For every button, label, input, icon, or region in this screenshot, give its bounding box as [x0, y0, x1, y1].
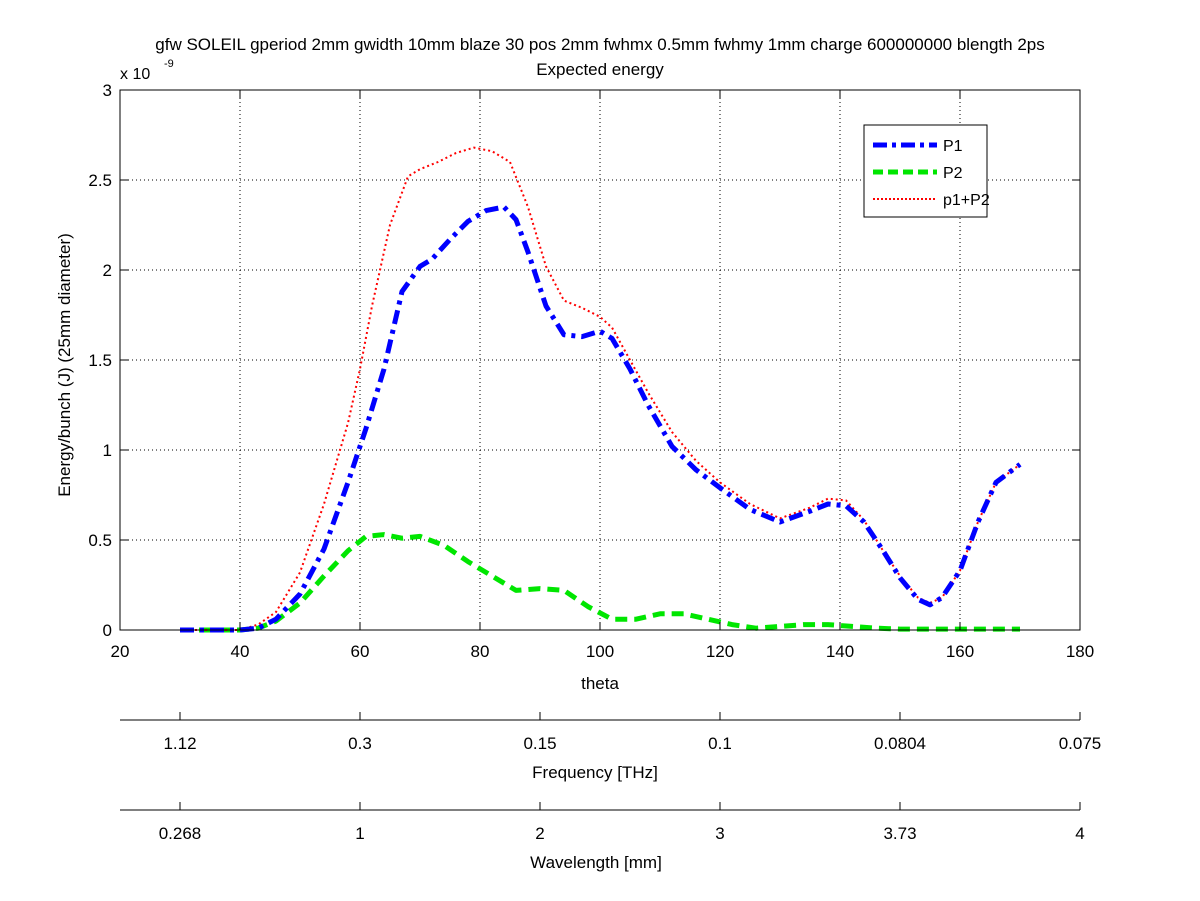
- wavelength_axis-tick-label: 0.268: [159, 824, 202, 843]
- y-tick-label: 0.5: [88, 531, 112, 550]
- wavelength_axis-tick-label: 3.73: [883, 824, 916, 843]
- frequency_axis-tick-label: 0.075: [1059, 734, 1102, 753]
- y-tick-label: 3: [103, 81, 112, 100]
- grid: [120, 90, 1080, 630]
- frequency_axis-tick-label: 0.15: [523, 734, 556, 753]
- frequency-axis-label: Frequency [THz]: [532, 763, 658, 782]
- wavelength-axis: Wavelength [mm] 0.268 1 2 3 3.73 4: [120, 802, 1085, 872]
- y-multiplier-label: x 10: [120, 66, 150, 83]
- legend-label: P2: [943, 165, 963, 182]
- y-tick-label: 2.5: [88, 171, 112, 190]
- x-tick-label: 60: [351, 642, 370, 661]
- x-tick-label: 20: [111, 642, 130, 661]
- legend-label: p1+P2: [943, 192, 990, 209]
- wavelength_axis-tick-label: 1: [355, 824, 364, 843]
- frequency_axis-tick-label: 0.3: [348, 734, 372, 753]
- frequency_axis-tick-label: 1.12: [163, 734, 196, 753]
- x-tick-label: 180: [1066, 642, 1094, 661]
- chart-subtitle: Expected energy: [536, 60, 664, 79]
- x-tick-label: 80: [471, 642, 490, 661]
- x-tick-label: 100: [586, 642, 614, 661]
- x-tick-label: 160: [946, 642, 974, 661]
- y-tick-label: 1.5: [88, 351, 112, 370]
- y-tick-label: 2: [103, 261, 112, 280]
- x-tick-label: 40: [231, 642, 250, 661]
- wavelength_axis-tick-label: 4: [1075, 824, 1084, 843]
- frequency_axis-tick-label: 0.0804: [874, 734, 926, 753]
- axis-ticks: 20 40 60 80 100 120 140 160 180 0 0.5 1 1.5 2 2.5 3: [88, 81, 1094, 661]
- wavelength_axis-tick-label: 2: [535, 824, 544, 843]
- legend: P1 P2 p1+P2: [863, 124, 990, 218]
- series-line-p2: [180, 532, 1020, 633]
- x-tick-label: 120: [706, 642, 734, 661]
- chart-title: gfw SOLEIL gperiod 2mm gwidth 10mm blaze…: [155, 35, 1044, 54]
- y-tick-label: 0: [103, 621, 112, 640]
- y-axis-label: Energy/bunch (J) (25mm diameter): [55, 233, 74, 497]
- x-axis-label: theta: [581, 674, 619, 693]
- wavelength-axis-label: Wavelength [mm]: [530, 853, 662, 872]
- y-tick-label: 1: [103, 441, 112, 460]
- wavelength_axis-tick-label: 3: [715, 824, 724, 843]
- y-multiplier-exponent: -9: [164, 58, 174, 70]
- frequency-axis: Frequency [THz] 1.12 0.3 0.15 0.1 0.0804 0.07…: [120, 712, 1101, 782]
- series-layer: [180, 146, 1022, 633]
- x-tick-label: 140: [826, 642, 854, 661]
- series-line-p1: [180, 204, 1022, 633]
- legend-label: P1: [943, 138, 963, 155]
- frequency_axis-tick-label: 0.1: [708, 734, 732, 753]
